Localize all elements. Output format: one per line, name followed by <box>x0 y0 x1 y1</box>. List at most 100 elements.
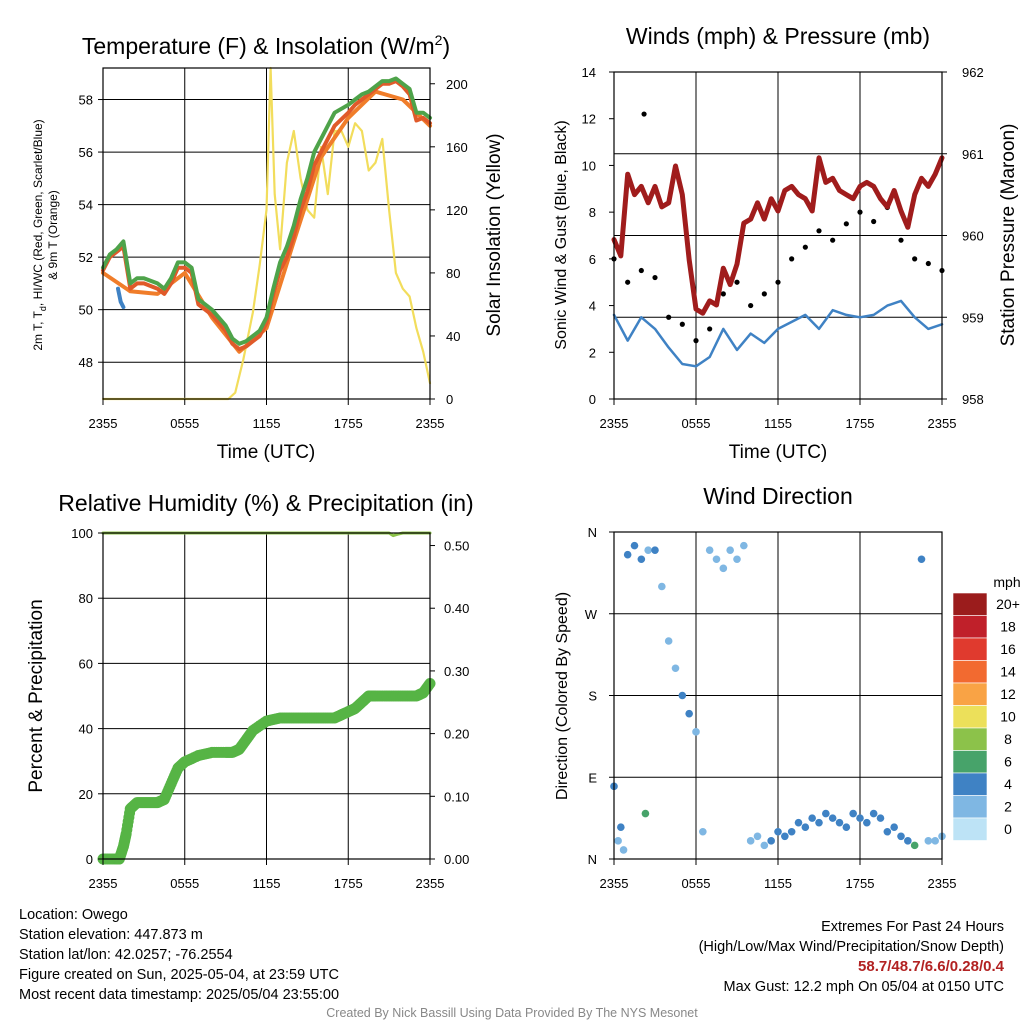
gust-point <box>816 228 822 234</box>
gust-point <box>789 256 795 262</box>
left-tick-label: 0 <box>86 852 93 867</box>
gust-point <box>693 338 699 344</box>
legend-swatch <box>952 592 988 616</box>
gust-point <box>857 209 863 215</box>
legend-swatch <box>952 637 988 661</box>
dir-grid <box>614 531 942 860</box>
direction-point <box>619 846 628 854</box>
speed-legend-title: mph <box>993 574 1020 590</box>
x-tick-label: 2355 <box>89 876 118 891</box>
dir-x-tick-labels: 2355 0555 1155 1755 2355 <box>600 859 956 891</box>
direction-point <box>808 814 816 822</box>
legend-label: 6 <box>1004 754 1012 770</box>
direction-point <box>917 555 926 564</box>
right-tick-label: 0.50 <box>444 539 469 554</box>
wind-x-tick-labels: 2355 0555 1155 1755 2355 <box>600 399 957 431</box>
gust-point <box>830 237 836 243</box>
direction-point <box>623 550 632 559</box>
left-tick-label: 14 <box>582 65 596 80</box>
legend-swatch <box>952 817 988 841</box>
direction-point <box>726 546 734 554</box>
left-tick-label: S <box>588 689 597 704</box>
humidity-panel: Relative Humidity (%) & Precipitation (i… <box>26 490 474 891</box>
left-tick-label: E <box>588 770 597 785</box>
left-tick-label: 4 <box>589 299 596 314</box>
right-tick-label: 0.10 <box>444 789 469 804</box>
direction-point <box>835 818 844 827</box>
right-tick-label: 962 <box>962 65 984 80</box>
left-tick-label: 58 <box>79 93 93 108</box>
left-tick-label: 50 <box>79 303 93 318</box>
gust-point <box>638 267 644 274</box>
legend-swatch <box>952 795 988 819</box>
station-elevation: Station elevation: 447.873 m <box>19 927 203 943</box>
station-info: Location: Owego Station elevation: 447.8… <box>19 905 339 1005</box>
x-tick-label: 0555 <box>682 416 711 431</box>
dewpoint-line <box>116 286 126 310</box>
direction-point <box>931 837 939 845</box>
x-tick-label: 2355 <box>600 416 629 431</box>
left-tick-label: 54 <box>79 198 93 213</box>
left-tick-label: 60 <box>79 656 93 671</box>
x-tick-label: 1155 <box>764 876 792 891</box>
extremes-info: Extremes For Past 24 Hours (High/Low/Max… <box>699 917 1004 997</box>
direction-point <box>651 546 659 554</box>
legend-swatch <box>952 727 988 751</box>
left-tick-label: 0 <box>589 392 596 407</box>
legend-swatch <box>952 615 988 639</box>
x-tick-label: 0555 <box>682 876 711 891</box>
left-tick-label: 2 <box>589 345 596 360</box>
direction-point <box>630 541 639 550</box>
x-tick-label: 1755 <box>846 876 875 891</box>
dir-series <box>610 541 946 854</box>
x-tick-label: 2355 <box>928 416 957 431</box>
legend-swatch <box>952 772 988 796</box>
legend-label: 4 <box>1004 776 1012 792</box>
legend-label: 12 <box>1000 686 1016 702</box>
credit-line: Created By Nick Bassill Using Data Provi… <box>326 1006 698 1020</box>
gust-point <box>625 279 631 285</box>
right-tick-label: 0.40 <box>444 601 469 616</box>
direction-point <box>883 827 892 836</box>
temp-left-tick-labels: 48 50 52 54 56 58 <box>79 93 103 370</box>
wind-x-axis-label: Time (UTC) <box>729 442 828 463</box>
direction-point <box>678 691 687 700</box>
gust-point <box>843 221 849 227</box>
heat-index-line <box>101 76 432 346</box>
x-tick-label: 1155 <box>764 416 792 431</box>
wind-right-axis-label: Station Pressure (Maroon) <box>998 124 1019 347</box>
left-tick-label: 10 <box>582 158 596 173</box>
direction-point <box>828 814 837 822</box>
right-tick-label: 0.30 <box>444 664 469 679</box>
temp-left-axis-label-line1: 2m T, Td, HI/WC (Red, Green, Scarlet/Blu… <box>31 119 48 350</box>
direction-point <box>897 832 905 841</box>
direction-point <box>794 818 803 827</box>
legend-label: 18 <box>1000 619 1016 635</box>
x-tick-label: 1155 <box>253 416 281 431</box>
x-tick-label: 1755 <box>334 876 363 891</box>
left-tick-label: 40 <box>79 722 93 737</box>
winds-panel: Winds (mph) & Pressure (mb) 2355 0555 1155… <box>553 23 1019 463</box>
gust-point <box>666 314 672 320</box>
wind-left-axis-label: Sonic Wind & Gust (Blue, Black) <box>553 120 570 349</box>
direction-point <box>815 818 823 827</box>
x-tick-label: 2355 <box>416 876 445 891</box>
gust-point <box>748 302 754 309</box>
direction-point <box>753 832 762 841</box>
direction-point <box>760 841 769 850</box>
direction-point <box>876 814 885 822</box>
legend-label: 10 <box>1000 709 1016 725</box>
right-tick-label: 959 <box>962 310 984 325</box>
legend-swatch <box>952 750 988 774</box>
direction-point <box>869 809 878 818</box>
station-latlon: Station lat/lon: 42.0257; -76.2554 <box>19 947 233 963</box>
legend-label: 16 <box>1000 641 1016 657</box>
gust-point <box>641 111 647 117</box>
direction-point <box>849 809 857 818</box>
x-tick-label: 2355 <box>416 416 445 431</box>
x-tick-label: 2355 <box>600 876 629 891</box>
direction-point <box>733 555 741 564</box>
direction-point <box>890 823 898 832</box>
temp-right-tick-labels: 0 40 80 120 160 200 <box>430 77 468 407</box>
temp-right-axis-label: Solar Insolation (Yellow) <box>484 133 505 336</box>
